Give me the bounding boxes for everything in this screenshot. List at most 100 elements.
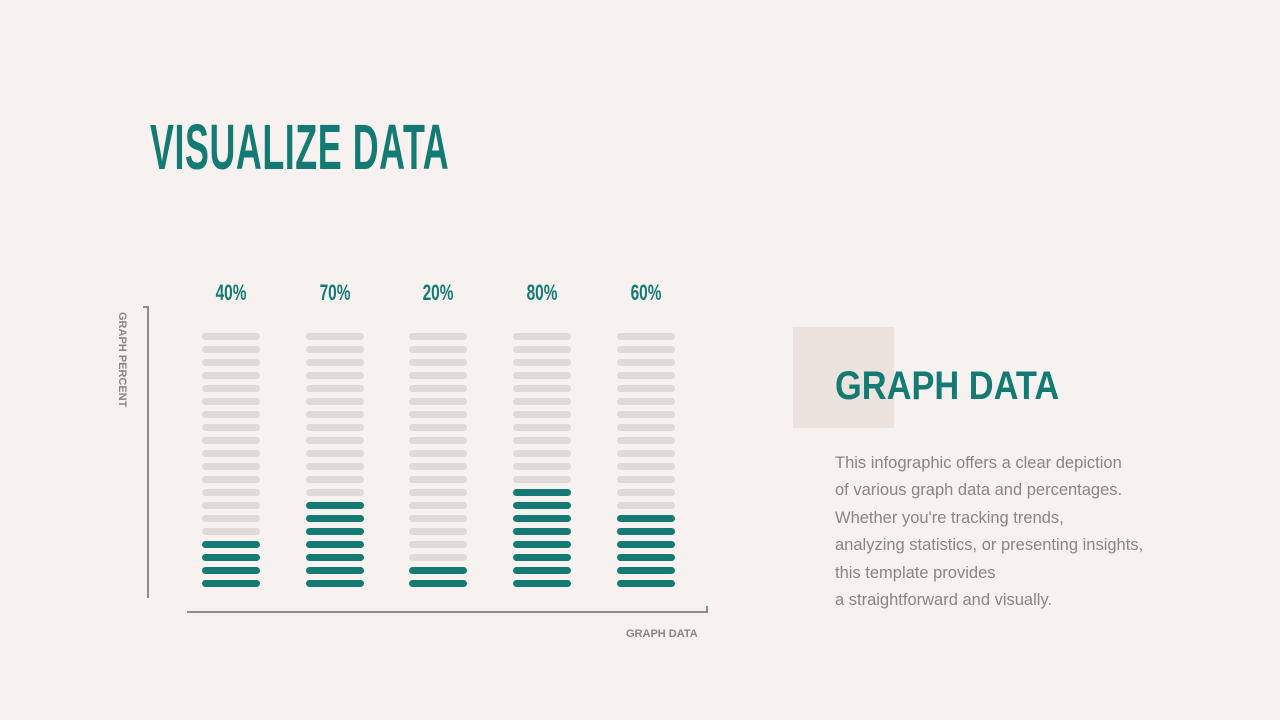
bar-segment-empty [305,437,364,444]
bar-segment-empty [202,476,260,483]
bar-segment-filled [202,567,260,574]
bar-segment-empty [513,450,572,457]
bar-segment-empty [513,346,572,353]
bar-segment-empty [305,359,364,366]
bar-segment-empty [409,450,468,457]
bar-segment-empty [202,489,260,496]
bar-segment-empty [305,333,364,340]
bar-segment-filled [305,515,364,522]
paragraph-line: of various graph data and percentages. [835,481,1123,500]
bar-segment-filled [616,580,675,587]
bar-segment-empty [616,489,675,496]
data-label: 20% [398,280,478,306]
bar-segment-empty [513,476,572,483]
bar-segment-empty [409,333,468,340]
bar-segment-empty [409,437,468,444]
bar-segment-empty [616,437,675,444]
bar-segment-empty [202,528,260,535]
bar-segment-filled [616,541,675,548]
x-axis-label: GRAPH DATA [626,628,698,640]
bar-segment-empty [305,476,364,483]
bar-segment-filled [513,515,572,522]
bar-segment-empty [513,372,572,379]
bar-segment-empty [513,398,572,405]
side-paragraph: This infographic offers a clear depictio… [835,450,1195,614]
data-label-text: 20% [422,280,454,305]
bar-segment-empty [305,346,364,353]
data-label: 40% [191,280,271,306]
bar-segment-empty [616,346,675,353]
y-axis-tick [143,306,149,308]
bar-segment-empty [202,463,260,470]
bar-segment-filled [409,580,468,587]
bar-segment-empty [202,372,260,379]
side-heading: GRAPH DATA [835,364,1060,408]
x-axis-tick [706,606,708,613]
bar-segment-filled [513,541,572,548]
bar-segment-filled [305,580,364,587]
bar-segment-filled [616,567,675,574]
bar-segment-empty [305,450,364,457]
y-axis-line [147,306,149,598]
data-label-text: 80% [526,280,558,305]
bar-segment-empty [202,424,260,431]
bar-segment-empty [202,502,260,509]
bar-segment-empty [305,411,364,418]
bar-segment-empty [202,359,260,366]
bar-segment-filled [513,567,572,574]
bar-segment-filled [616,554,675,561]
bar-segment-empty [202,437,260,444]
bar-segment-empty [202,515,260,522]
bar-segment-empty [409,502,468,509]
bar-segment-empty [305,489,364,496]
data-label: 80% [502,280,582,306]
bar-segment-filled [616,528,675,535]
y-axis-label: GRAPH PERCENT [116,312,128,408]
bar-segment-empty [305,424,364,431]
bar-segment-filled [305,528,364,535]
bar-segment-empty [305,385,364,392]
bar-segment-empty [409,554,468,561]
bar-segment-empty [513,333,572,340]
bar-segment-empty [616,463,675,470]
bar-segment-empty [513,437,572,444]
bar-segment-empty [409,463,468,470]
bar-segment-empty [409,398,468,405]
bar-segment-filled [305,554,364,561]
bar-segment-empty [409,359,468,366]
bar-segment-empty [616,411,675,418]
paragraph-line: This infographic offers a clear depictio… [835,454,1122,472]
bar-segment-empty [513,385,572,392]
data-label: 70% [295,280,375,306]
bar-segment-empty [202,398,260,405]
bar-segment-empty [616,476,675,483]
bar-segment-empty [616,398,675,405]
bar-segment-empty [305,463,364,470]
bar-segment-empty [513,359,572,366]
bar-segment-empty [616,424,675,431]
bar-segment-filled [202,541,260,548]
page-title: VISUALIZE DATA [150,111,450,183]
bar-segment-filled [616,515,675,522]
bar-segment-filled [513,554,572,561]
bar-segment-empty [305,398,364,405]
bar-segment-filled [513,489,572,496]
bar-segment-filled [202,554,260,561]
segmented-bar-chart: GRAPH PERCENT GRAPH DATA 40% 70% 20% 80% 60% [116,280,708,640]
bar-segment-empty [616,385,675,392]
bar-segment-empty [409,424,468,431]
bar-segment-filled [409,567,468,574]
bar-segment-empty [616,359,675,366]
bar-segment-empty [202,333,260,340]
bar-segment-filled [305,502,364,509]
data-label-text: 40% [215,280,247,305]
bar-segment-empty [202,450,260,457]
bar-segment-empty [616,450,675,457]
data-label: 60% [606,280,686,306]
decorative-square [793,327,894,428]
bar-segment-empty [409,528,468,535]
bar-segment-empty [409,541,468,548]
bar-segment-filled [305,541,364,548]
bar-segment-empty [616,502,675,509]
data-label-text: 60% [630,280,662,305]
